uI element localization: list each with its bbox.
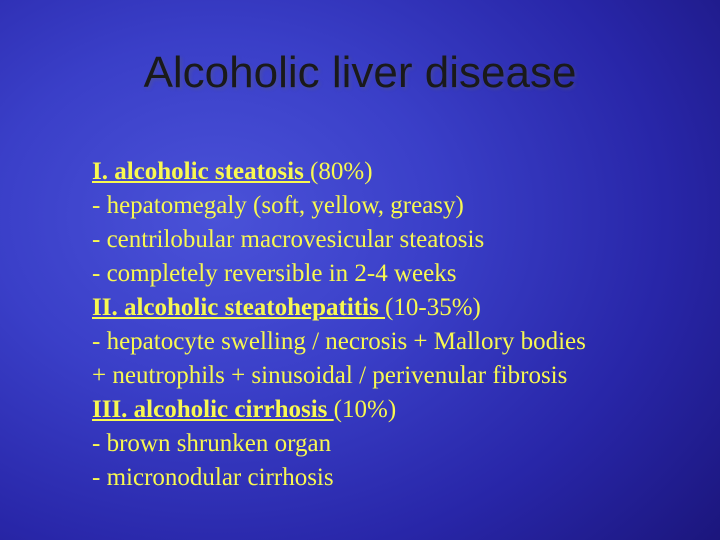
bullet-line: - hepatocyte swelling / necrosis + Mallo… bbox=[92, 325, 680, 359]
section-heading-1: I. alcoholic steatosis (80%) bbox=[92, 155, 680, 189]
heading-text: II. alcoholic steatohepatitis bbox=[92, 294, 385, 321]
bullet-line: + neutrophils + sinusoidal / perivenular… bbox=[92, 359, 680, 393]
section-heading-3: III. alcoholic cirrhosis (10%) bbox=[92, 393, 680, 427]
heading-pct: (80%) bbox=[310, 158, 372, 185]
bullet-line: - hepatomegaly (soft, yellow, greasy) bbox=[92, 189, 680, 223]
bullet-line: - completely reversible in 2-4 weeks bbox=[92, 257, 680, 291]
slide-title: Alcoholic liver disease bbox=[0, 48, 720, 98]
bullet-line: - micronodular cirrhosis bbox=[92, 461, 680, 495]
bullet-line: - brown shrunken organ bbox=[92, 427, 680, 461]
section-heading-2: II. alcoholic steatohepatitis (10-35%) bbox=[92, 291, 680, 325]
slide: Alcoholic liver disease I. alcoholic ste… bbox=[0, 0, 720, 540]
bullet-line: - centrilobular macrovesicular steatosis bbox=[92, 223, 680, 257]
heading-pct: (10-35%) bbox=[385, 294, 481, 321]
slide-body: I. alcoholic steatosis (80%) - hepatomeg… bbox=[92, 155, 680, 495]
heading-text: I. alcoholic steatosis bbox=[92, 158, 310, 185]
heading-pct: (10%) bbox=[334, 396, 396, 423]
heading-text: III. alcoholic cirrhosis bbox=[92, 396, 334, 423]
